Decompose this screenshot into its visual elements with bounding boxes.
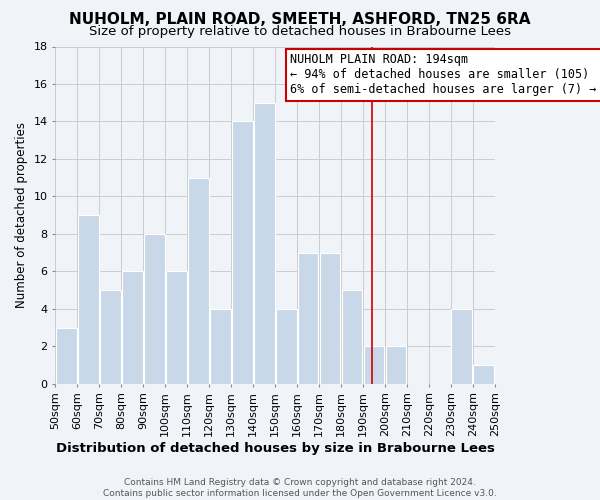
Bar	[210, 309, 230, 384]
Bar	[320, 252, 340, 384]
Bar	[100, 290, 121, 384]
Text: Contains HM Land Registry data © Crown copyright and database right 2024.
Contai: Contains HM Land Registry data © Crown c…	[103, 478, 497, 498]
Bar	[364, 346, 385, 384]
Bar	[166, 272, 187, 384]
Bar	[451, 309, 472, 384]
Bar	[275, 309, 296, 384]
Y-axis label: Number of detached properties: Number of detached properties	[15, 122, 28, 308]
Bar	[122, 272, 143, 384]
Text: Size of property relative to detached houses in Brabourne Lees: Size of property relative to detached ho…	[89, 24, 511, 38]
Text: NUHOLM, PLAIN ROAD, SMEETH, ASHFORD, TN25 6RA: NUHOLM, PLAIN ROAD, SMEETH, ASHFORD, TN2…	[69, 12, 531, 28]
Bar	[386, 346, 406, 384]
Bar	[188, 178, 209, 384]
Bar	[78, 215, 99, 384]
Text: NUHOLM PLAIN ROAD: 194sqm
← 94% of detached houses are smaller (105)
6% of semi-: NUHOLM PLAIN ROAD: 194sqm ← 94% of detac…	[290, 53, 597, 96]
Bar	[232, 122, 253, 384]
Bar	[254, 102, 275, 384]
Bar	[341, 290, 362, 384]
Bar	[473, 365, 494, 384]
Bar	[56, 328, 77, 384]
Bar	[298, 252, 319, 384]
X-axis label: Distribution of detached houses by size in Brabourne Lees: Distribution of detached houses by size …	[56, 442, 494, 455]
Bar	[144, 234, 164, 384]
